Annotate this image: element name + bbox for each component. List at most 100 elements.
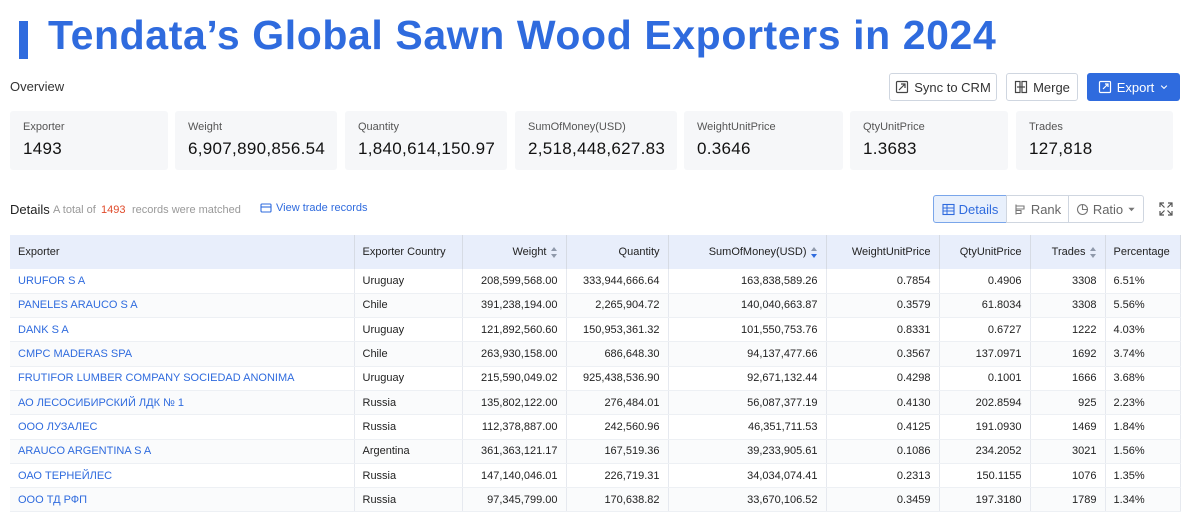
stat-card-sum-of-money: SumOfMoney(USD) 2,518,448,627.83 bbox=[515, 111, 677, 170]
column-header-weight[interactable]: Weight bbox=[462, 235, 567, 269]
merge-button[interactable]: Merge bbox=[1006, 73, 1078, 101]
exporter-country: Argentina bbox=[354, 439, 463, 464]
stat-card-exporter: Exporter 1493 bbox=[10, 111, 168, 170]
exporter-link[interactable]: ARAUCO ARGENTINA S A bbox=[10, 439, 355, 464]
weight-cell: 215,590,049.02 bbox=[462, 366, 567, 391]
sync-to-crm-button[interactable]: Sync to CRM bbox=[889, 73, 997, 101]
title-banner: Tendata’s Global Sawn Wood Exporters in … bbox=[0, 0, 1190, 74]
column-header-country: Exporter Country bbox=[354, 235, 463, 269]
sum-of-money-cell: 140,040,663.87 bbox=[668, 293, 827, 319]
column-header-label: Quantity bbox=[618, 246, 660, 258]
weight-cell: 135,802,122.00 bbox=[462, 390, 567, 416]
qty-unit-price-cell: 137.0971 bbox=[939, 341, 1031, 367]
exporter-country: Russia bbox=[354, 463, 463, 489]
qty-unit-price-cell: 234.2052 bbox=[939, 439, 1031, 464]
sum-of-money-cell: 46,351,711.53 bbox=[668, 414, 827, 440]
quantity-cell: 226,719.31 bbox=[566, 463, 669, 489]
sum-of-money-cell: 92,671,132.44 bbox=[668, 366, 827, 391]
weight-cell: 112,378,887.00 bbox=[462, 414, 567, 440]
quantity-cell: 333,944,666.64 bbox=[566, 269, 669, 294]
trades-cell: 3308 bbox=[1030, 293, 1106, 319]
exporter-link[interactable]: CMPC MADERAS SPA bbox=[10, 341, 355, 367]
column-header-label: Trades bbox=[1051, 246, 1086, 258]
exporter-link[interactable]: DANK S A bbox=[10, 317, 355, 343]
sum-of-money-cell: 33,670,106.52 bbox=[668, 487, 827, 513]
table-row: АО ЛЕСОСИБИРСКИЙ ЛДК № 1 Russia 135,802,… bbox=[10, 390, 1181, 416]
trades-cell: 925 bbox=[1030, 390, 1106, 416]
table-row: FRUTIFOR LUMBER COMPANY SOCIEDAD ANONIMA… bbox=[10, 366, 1181, 391]
rank-view-toggle[interactable]: Rank bbox=[1006, 195, 1069, 223]
view-trade-records-link[interactable]: View trade records bbox=[260, 202, 368, 214]
qty-unit-price-cell: 0.1001 bbox=[939, 366, 1031, 391]
qty-unit-price-cell: 61.8034 bbox=[939, 293, 1031, 319]
table-row: PANELES ARAUCO S A Chile 391,238,194.00 … bbox=[10, 293, 1181, 319]
quantity-cell: 150,953,361.32 bbox=[566, 317, 669, 343]
trades-cell: 1469 bbox=[1030, 414, 1106, 440]
column-header-trades[interactable]: Trades bbox=[1030, 235, 1106, 269]
table-icon bbox=[942, 203, 955, 215]
exporter-link[interactable]: ООО ЛУЗАЛЕС bbox=[10, 414, 355, 440]
percentage-cell: 1.35% bbox=[1105, 463, 1181, 489]
exporter-link[interactable]: ОАО ТЕРНЕЙЛЕС bbox=[10, 463, 355, 489]
column-header-label: Percentage bbox=[1113, 246, 1170, 258]
stat-label: WeightUnitPrice bbox=[697, 121, 776, 133]
trades-cell: 1692 bbox=[1030, 341, 1106, 367]
exporter-link[interactable]: АО ЛЕСОСИБИРСКИЙ ЛДК № 1 bbox=[10, 390, 355, 416]
percentage-cell: 1.84% bbox=[1105, 414, 1181, 440]
column-header-percentage: Percentage bbox=[1105, 235, 1181, 269]
stat-card-weight-unit-price: WeightUnitPrice 0.3646 bbox=[684, 111, 843, 170]
stat-label: Exporter bbox=[23, 121, 65, 133]
exporter-country: Russia bbox=[354, 487, 463, 513]
total-prefix: A total of bbox=[53, 204, 96, 216]
quantity-cell: 170,638.82 bbox=[566, 487, 669, 513]
column-header-label: QtyUnitPrice bbox=[959, 246, 1022, 258]
table-row: ООО ТД РФП Russia 97,345,799.00 170,638.… bbox=[10, 487, 1181, 513]
percentage-cell: 3.74% bbox=[1105, 341, 1181, 367]
table-row: ARAUCO ARGENTINA S A Argentina 361,363,1… bbox=[10, 439, 1181, 464]
weight-cell: 208,599,568.00 bbox=[462, 269, 567, 294]
column-header-label: Exporter Country bbox=[362, 246, 446, 258]
stat-value: 1.3683 bbox=[863, 139, 917, 158]
qty-unit-price-cell: 0.6727 bbox=[939, 317, 1031, 343]
percentage-cell: 5.56% bbox=[1105, 293, 1181, 319]
weight-unit-price-cell: 0.1086 bbox=[826, 439, 940, 464]
trades-cell: 3021 bbox=[1030, 439, 1106, 464]
weight-unit-price-cell: 0.2313 bbox=[826, 463, 940, 489]
sort-icon[interactable] bbox=[550, 246, 558, 258]
weight-unit-price-cell: 0.4298 bbox=[826, 366, 940, 391]
ratio-view-label: Ratio bbox=[1092, 201, 1124, 217]
weight-unit-price-cell: 0.3579 bbox=[826, 293, 940, 319]
exporter-link[interactable]: ООО ТД РФП bbox=[10, 487, 355, 513]
stat-label: QtyUnitPrice bbox=[863, 121, 925, 133]
weight-unit-price-cell: 0.8331 bbox=[826, 317, 940, 343]
details-heading: Details bbox=[10, 202, 50, 217]
fullscreen-icon[interactable] bbox=[1158, 201, 1174, 217]
percentage-cell: 3.68% bbox=[1105, 366, 1181, 391]
sort-icon[interactable] bbox=[1089, 246, 1097, 258]
table-row: DANK S A Uruguay 121,892,560.60 150,953,… bbox=[10, 317, 1181, 343]
view-trade-records-label: View trade records bbox=[276, 202, 368, 214]
details-view-toggle[interactable]: Details bbox=[933, 195, 1007, 223]
exporter-link[interactable]: FRUTIFOR LUMBER COMPANY SOCIEDAD ANONIMA bbox=[10, 366, 355, 391]
weight-unit-price-cell: 0.4125 bbox=[826, 414, 940, 440]
merge-icon bbox=[1014, 80, 1028, 94]
export-button[interactable]: Export bbox=[1087, 73, 1180, 101]
exporter-link[interactable]: URUFOR S A bbox=[10, 269, 355, 294]
percentage-cell: 4.03% bbox=[1105, 317, 1181, 343]
stat-value: 0.3646 bbox=[697, 139, 751, 158]
quantity-cell: 242,560.96 bbox=[566, 414, 669, 440]
details-bar: Details A total of 1493 records were mat… bbox=[10, 196, 1180, 222]
page-title: Tendata’s Global Sawn Wood Exporters in … bbox=[48, 12, 997, 58]
exporter-country: Chile bbox=[354, 341, 463, 367]
exporter-link[interactable]: PANELES ARAUCO S A bbox=[10, 293, 355, 319]
ratio-view-toggle[interactable]: Ratio bbox=[1068, 195, 1144, 223]
ratio-icon bbox=[1076, 203, 1088, 215]
table-header-row: Exporter Exporter Country Weight Quantit… bbox=[10, 235, 1181, 269]
column-header-sum-of-money[interactable]: SumOfMoney(USD) bbox=[668, 235, 827, 269]
stat-label: SumOfMoney(USD) bbox=[528, 121, 626, 133]
sum-of-money-cell: 56,087,377.19 bbox=[668, 390, 827, 416]
column-header-exporter: Exporter bbox=[10, 235, 355, 269]
sort-icon[interactable] bbox=[810, 246, 818, 258]
quantity-cell: 276,484.01 bbox=[566, 390, 669, 416]
weight-cell: 361,363,121.17 bbox=[462, 439, 567, 464]
